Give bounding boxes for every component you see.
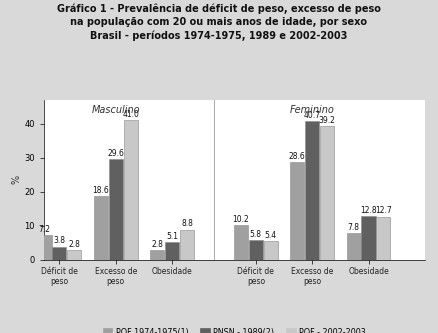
Text: 12.8: 12.8 <box>360 206 377 215</box>
Bar <box>150 250 164 260</box>
Legend: POF 1974-1975(1), PNSN - 1989(2), POF - 2002-2003: POF 1974-1975(1), PNSN - 1989(2), POF - … <box>99 324 369 333</box>
Text: 8.8: 8.8 <box>181 219 193 228</box>
Bar <box>234 225 248 260</box>
Bar <box>376 216 390 260</box>
Bar <box>264 241 278 260</box>
Bar <box>38 235 52 260</box>
Text: 7.2: 7.2 <box>39 225 50 234</box>
Bar <box>290 163 304 260</box>
Text: 28.6: 28.6 <box>289 152 306 161</box>
Text: 5.1: 5.1 <box>166 232 178 241</box>
Bar <box>165 242 179 260</box>
Text: 5.4: 5.4 <box>265 231 277 240</box>
Bar <box>124 120 138 260</box>
Text: 18.6: 18.6 <box>92 186 110 195</box>
Bar <box>249 240 263 260</box>
Bar <box>361 216 375 260</box>
Y-axis label: %: % <box>11 175 21 184</box>
Text: 40.7: 40.7 <box>304 111 321 120</box>
Text: 2.8: 2.8 <box>68 240 80 249</box>
Bar <box>67 250 81 260</box>
Text: 41.0: 41.0 <box>122 110 139 119</box>
Bar <box>346 233 361 260</box>
Text: 29.6: 29.6 <box>107 149 124 158</box>
Bar <box>320 127 334 260</box>
Text: 5.8: 5.8 <box>250 230 262 239</box>
Bar <box>180 230 194 260</box>
Text: 7.8: 7.8 <box>348 223 360 232</box>
Text: 10.2: 10.2 <box>233 215 249 224</box>
Text: Gráfico 1 - Prevalência de déficit de peso, excesso de peso
na população com 20 : Gráfico 1 - Prevalência de déficit de pe… <box>57 3 381 41</box>
Bar <box>53 247 67 260</box>
Bar <box>109 159 123 260</box>
Bar <box>94 196 108 260</box>
Text: Masculino: Masculino <box>92 105 140 115</box>
Text: 39.2: 39.2 <box>318 116 336 125</box>
Text: 12.7: 12.7 <box>375 206 392 215</box>
Text: 2.8: 2.8 <box>151 240 163 249</box>
Text: 3.8: 3.8 <box>53 236 65 245</box>
Text: Feminino: Feminino <box>290 105 335 115</box>
Bar <box>305 121 319 260</box>
